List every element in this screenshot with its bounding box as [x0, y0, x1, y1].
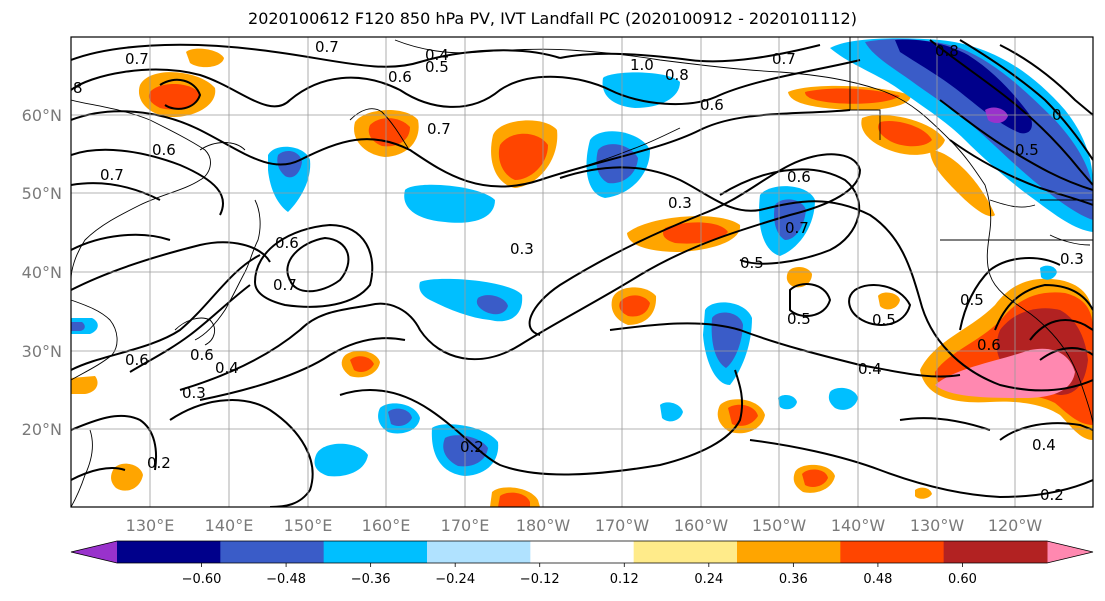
colorbar-tick-label: 0.24: [694, 572, 723, 587]
contour-label: 0.6: [700, 96, 724, 114]
contour-label: 0.7: [125, 50, 149, 68]
colorbar-segment: [840, 541, 945, 563]
colorbar-segment: [737, 541, 841, 563]
lon-tick-label: 150°W: [752, 516, 807, 535]
contour-label: 0.2: [1040, 486, 1064, 504]
lon-tick-label: 170°E: [441, 516, 490, 535]
colorbar-outline: [70, 540, 1094, 564]
gridlines: [71, 37, 1093, 507]
lon-tick-label: 130°E: [126, 516, 175, 535]
contour-label: 0.5: [425, 58, 449, 76]
map-frame: [70, 36, 1094, 508]
lat-tick-label: 30°N: [22, 342, 62, 361]
longitude-labels: 130°E 140°E 150°E 160°E 170°E 180°W 170°…: [126, 516, 1043, 535]
lat-tick-label: 20°N: [22, 420, 62, 439]
contour-label: 0.6: [388, 68, 412, 86]
coastlines: [71, 37, 1093, 507]
colorbar-segment: [633, 541, 738, 563]
lat-tick-label: 60°N: [22, 106, 62, 125]
colorbar-tick-label: −0.12: [520, 572, 560, 587]
contour-label: 0.3: [668, 194, 692, 212]
contour-labels: 0.7 0.7 0.4 0.5 1.0 0.8 0.7 0.8 8 0.6 0.…: [73, 38, 1084, 504]
lon-tick-label: 150°E: [284, 516, 333, 535]
contour-label: 0.5: [787, 310, 811, 328]
colorbar-tick-label: 0.60: [948, 572, 977, 587]
contour-label: 0.2: [147, 454, 171, 472]
lon-tick-label: 160°E: [362, 516, 411, 535]
lat-tick-label: 40°N: [22, 263, 62, 282]
colorbar-tick-label: −0.36: [351, 572, 391, 587]
contour-label: 0.7: [273, 276, 297, 294]
colorbar-segment: [117, 541, 221, 563]
lon-tick-label: 120°W: [988, 516, 1043, 535]
lon-tick-label: 140°E: [205, 516, 254, 535]
contour-label: 0.3: [182, 384, 206, 402]
pv-contours: [71, 39, 1093, 507]
contour-label: 0.5: [740, 254, 764, 272]
contour-label: 0.6: [152, 141, 176, 159]
contour-label: 0.3: [510, 240, 534, 258]
contour-label: 0: [1052, 106, 1062, 124]
contour-label: 0.7: [427, 120, 451, 138]
colorbar-tick-label: −0.24: [435, 572, 475, 587]
contour-label: 0.6: [977, 336, 1001, 354]
contour-label: 0.7: [315, 38, 339, 56]
contour-label: 0.3: [1060, 250, 1084, 268]
colorbar-tick-label: −0.48: [266, 572, 306, 587]
contour-label: 0.5: [960, 291, 984, 309]
lon-tick-label: 160°W: [674, 516, 729, 535]
contour-label: 0.7: [785, 219, 809, 237]
colorbar-segment: [943, 541, 1048, 563]
lat-tick-label: 50°N: [22, 184, 62, 203]
contour-label: 0.6: [787, 168, 811, 186]
colorbar-tick-label: 0.48: [863, 572, 892, 587]
contour-label: 0.5: [872, 311, 896, 329]
colorbar-max-extend: [1047, 541, 1093, 563]
colorbar: −0.60 −0.48 −0.36 −0.24 −0.12 0.12 0.24 0.36 0.4…: [70, 540, 1094, 587]
contour-label: 0.5: [1015, 141, 1039, 159]
lon-tick-label: 170°W: [595, 516, 650, 535]
colorbar-min-extend: [71, 541, 117, 563]
colorbar-segment: [530, 541, 635, 563]
contour-label: 0.4: [858, 360, 882, 378]
map-title: 2020100612 F120 850 hPa PV, IVT Landfall…: [248, 9, 857, 28]
contour-label: 0.4: [1032, 436, 1056, 454]
latitude-labels: 60°N 50°N 40°N 30°N 20°N: [22, 106, 62, 439]
colorbar-segment: [427, 541, 531, 563]
contour-label: 0.4: [425, 46, 449, 64]
contour-label: 0.7: [772, 50, 796, 68]
contour-label: 0.6: [275, 234, 299, 252]
colorbar-tick-label: −0.60: [182, 572, 222, 587]
pv-shading: [71, 38, 1093, 507]
lon-tick-label: 180°W: [516, 516, 571, 535]
contour-label: 1.0: [630, 56, 654, 74]
contour-label: 0.2: [460, 438, 484, 456]
lon-tick-label: 130°W: [910, 516, 965, 535]
colorbar-tick-label: 0.36: [779, 572, 808, 587]
colorbar-segment: [323, 541, 428, 563]
colorbar-segment: [220, 541, 325, 563]
contour-label: 8: [73, 79, 83, 97]
contour-label: 0.6: [125, 351, 149, 369]
contour-line: [71, 43, 561, 68]
lon-tick-label: 140°W: [831, 516, 886, 535]
contour-label: 0.4: [215, 359, 239, 377]
contour-label: 0.8: [935, 42, 959, 60]
contour-label: 0.7: [100, 166, 124, 184]
contour-label: 0.8: [665, 66, 689, 84]
colorbar-tick-label: 0.12: [610, 572, 639, 587]
contour-label: 0.6: [190, 346, 214, 364]
